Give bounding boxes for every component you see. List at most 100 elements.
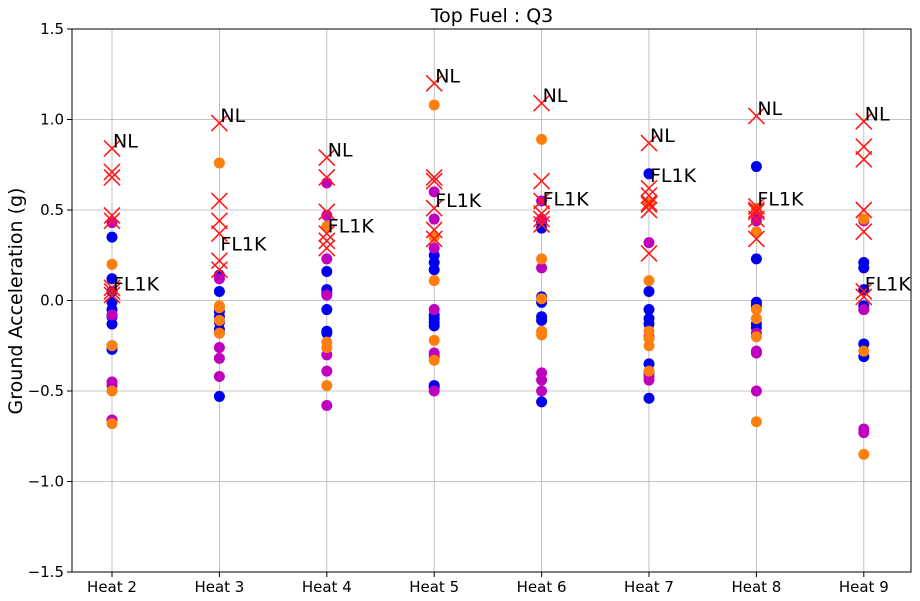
y-axis-label: Ground Acceleration (g) <box>5 188 27 415</box>
data-point-blue <box>321 266 333 278</box>
x-tick-label: Heat 4 <box>302 578 352 596</box>
data-point-orange <box>106 418 118 430</box>
data-point-blue <box>321 327 333 339</box>
data-point-x <box>855 288 873 306</box>
data-point-x <box>103 282 121 301</box>
data-point-magenta <box>643 374 655 386</box>
annotation-label: FL1K <box>865 273 912 295</box>
data-point-orange <box>750 226 762 238</box>
data-point-x <box>210 192 228 210</box>
data-point-orange <box>858 213 870 225</box>
data-point-orange <box>213 327 225 339</box>
data-point-x <box>210 114 228 132</box>
data-point-x <box>533 210 551 228</box>
data-point-orange <box>213 314 225 326</box>
data-point-orange <box>750 416 762 428</box>
data-point-blue <box>213 390 225 402</box>
annotation-label: NL <box>328 140 353 162</box>
x-tick-label: Heat 3 <box>194 578 244 596</box>
annotation-label: FL1K <box>650 165 697 187</box>
data-point-magenta <box>106 309 118 321</box>
data-point-orange <box>750 304 762 316</box>
data-point-magenta <box>106 217 118 229</box>
data-point-x <box>855 223 873 241</box>
data-point-magenta <box>428 186 440 198</box>
data-point-x <box>855 138 873 156</box>
data-point-orange <box>643 340 655 352</box>
annotation-label: FL1K <box>220 234 267 256</box>
data-point-x <box>533 192 551 210</box>
data-point-x <box>103 168 121 186</box>
data-point-blue <box>643 304 655 316</box>
data-point-magenta <box>321 289 333 301</box>
data-point-magenta <box>321 177 333 189</box>
data-point-blue <box>106 231 118 243</box>
data-point-orange <box>643 275 655 287</box>
data-point-x <box>855 201 873 219</box>
chart-title: Top Fuel : Q3 <box>430 5 554 27</box>
data-point-blue <box>106 318 118 330</box>
data-point-x <box>747 203 765 221</box>
data-point-blue <box>858 284 870 296</box>
data-point-orange <box>643 365 655 377</box>
data-point-blue <box>750 161 762 173</box>
data-point-magenta <box>750 347 762 359</box>
y-tick-label: 0.0 <box>40 292 64 310</box>
data-point-magenta <box>536 262 548 274</box>
data-point-magenta <box>213 342 225 354</box>
data-point-blue <box>536 396 548 408</box>
data-point-x <box>747 210 765 228</box>
data-point-magenta <box>750 385 762 397</box>
data-point-blue <box>428 264 440 276</box>
data-point-x <box>747 107 765 125</box>
y-tick-label: −0.5 <box>28 382 64 400</box>
x-tick-label: Heat 2 <box>87 578 137 596</box>
data-point-x <box>533 94 551 112</box>
axis-ticks: −1.5 −1.0 −0.5 0.0 0.5 1.0 1.5 Heat 2 Heat 3 Heat… <box>28 20 889 596</box>
data-point-orange <box>106 385 118 397</box>
data-point-orange <box>321 342 333 354</box>
annotation-label: FL1K <box>757 188 804 210</box>
data-point-magenta <box>321 209 333 221</box>
data-point-blue <box>106 273 118 285</box>
data-point-orange <box>750 202 762 214</box>
data-point-orange <box>106 258 118 270</box>
data-point-orange <box>536 329 548 341</box>
plot-frame <box>71 28 912 573</box>
data-point-x <box>210 212 228 230</box>
data-point-x <box>533 215 551 234</box>
data-point-blue <box>536 222 548 234</box>
data-point-magenta <box>428 242 440 254</box>
data-point-orange <box>106 340 118 352</box>
data-point-x <box>425 221 443 239</box>
data-point-orange <box>428 334 440 346</box>
data-point-magenta <box>213 273 225 285</box>
x-tick-label: Heat 9 <box>839 578 889 596</box>
annotation-label: NL <box>865 103 890 125</box>
annotation-label: NL <box>757 98 782 120</box>
y-tick-label: 0.5 <box>40 201 64 219</box>
data-point-orange <box>750 331 762 343</box>
data-point-magenta <box>321 253 333 265</box>
data-point-x <box>640 244 658 263</box>
data-point-magenta <box>428 385 440 397</box>
grid-lines <box>72 28 911 573</box>
x-tick-label: Heat 8 <box>731 578 781 596</box>
data-point-orange <box>213 157 225 169</box>
data-point-blue <box>428 320 440 332</box>
data-point-x <box>640 196 658 214</box>
data-point-x <box>318 148 336 167</box>
annotation-label: NL <box>650 125 675 147</box>
x-tick-label: Heat 5 <box>409 578 459 596</box>
data-point-blue <box>213 285 225 297</box>
data-point-x <box>533 172 551 190</box>
data-point-x <box>425 230 443 248</box>
data-point-x <box>103 286 121 304</box>
data-point-orange <box>321 220 333 232</box>
data-point-x <box>855 112 873 130</box>
data-point-magenta <box>858 304 870 316</box>
data-point-orange <box>428 354 440 366</box>
data-point-x <box>210 261 228 279</box>
data-points <box>103 74 873 460</box>
annotation-label: FL1K <box>113 273 160 295</box>
